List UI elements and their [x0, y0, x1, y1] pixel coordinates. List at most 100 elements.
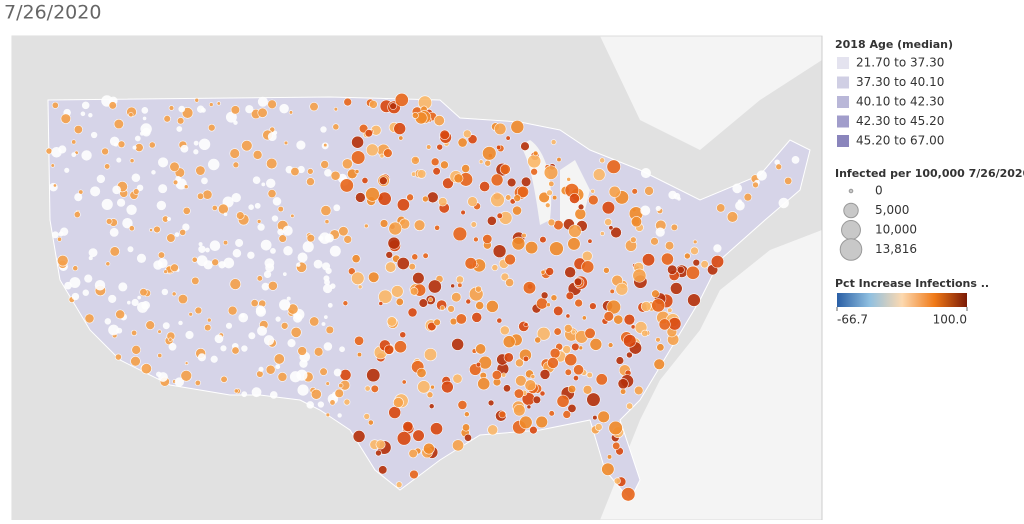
map-marker — [475, 301, 485, 311]
map-marker — [396, 198, 410, 212]
map-marker — [586, 392, 601, 407]
map-marker — [64, 281, 72, 290]
map-marker — [556, 157, 562, 163]
map-marker — [500, 272, 510, 282]
map-marker — [564, 353, 578, 367]
map-marker — [296, 369, 308, 381]
map-marker — [599, 231, 605, 236]
map-marker — [391, 285, 404, 298]
map-marker — [320, 205, 332, 217]
map-marker — [84, 274, 93, 283]
map-marker — [313, 259, 323, 269]
map-marker — [655, 337, 661, 343]
legend-title: Pct Increase Infections .. — [835, 277, 989, 290]
map-marker — [182, 223, 190, 231]
map-marker — [151, 170, 156, 175]
map-marker — [496, 212, 503, 219]
map-marker — [668, 190, 677, 200]
map-marker — [116, 198, 126, 207]
map-marker — [339, 369, 352, 381]
map-marker — [475, 343, 487, 355]
size-legend-mark — [841, 220, 861, 240]
map-marker — [623, 313, 636, 326]
map-marker — [201, 177, 208, 185]
map-marker — [486, 215, 497, 226]
map-marker — [51, 101, 59, 109]
map-marker — [354, 335, 365, 346]
map-marker — [395, 297, 404, 306]
map-marker — [378, 301, 384, 306]
map-marker — [168, 337, 173, 342]
map-marker — [128, 225, 135, 232]
map-marker — [252, 176, 261, 184]
map-marker — [127, 246, 134, 253]
map-marker — [211, 258, 219, 267]
map-marker — [185, 330, 194, 340]
map-marker — [260, 239, 272, 251]
map-marker — [613, 477, 621, 485]
map-marker — [457, 282, 463, 288]
map-marker — [268, 280, 278, 291]
map-marker — [409, 287, 419, 296]
map-marker — [341, 158, 353, 170]
map-marker — [145, 320, 155, 330]
map-marker — [131, 329, 138, 336]
map-marker — [245, 105, 254, 114]
map-marker — [302, 241, 314, 253]
map-marker — [609, 288, 615, 294]
map-marker — [423, 442, 435, 455]
legend-label: 10,000 — [875, 223, 917, 237]
map-marker — [452, 226, 468, 242]
map-marker — [71, 292, 80, 301]
map-marker — [113, 118, 124, 130]
map-marker — [269, 391, 278, 399]
map-marker — [457, 400, 468, 410]
map-marker — [364, 223, 369, 229]
map-marker — [440, 160, 449, 170]
map-marker — [791, 156, 800, 164]
map-marker — [690, 246, 699, 256]
map-marker — [292, 313, 303, 323]
map-marker — [320, 160, 330, 169]
map-marker — [455, 275, 464, 284]
map-marker — [84, 313, 95, 324]
map-marker — [157, 353, 163, 358]
legend-label: 45.20 to 67.00 — [856, 134, 944, 148]
map-marker — [222, 240, 229, 246]
map-marker — [496, 144, 502, 150]
map-marker — [562, 410, 572, 419]
map-marker — [241, 140, 253, 152]
map-marker — [367, 419, 374, 426]
map-marker — [364, 385, 371, 392]
map-marker — [499, 325, 510, 336]
map-marker — [287, 339, 296, 348]
map-marker — [283, 140, 289, 146]
map-marker — [407, 307, 418, 318]
map-marker — [158, 184, 168, 194]
map-marker — [594, 423, 603, 431]
map-marker — [548, 180, 555, 187]
map-marker — [461, 164, 471, 173]
map-marker — [385, 261, 397, 273]
legend-title: 2018 Age (median) — [835, 38, 953, 51]
map-marker — [428, 403, 435, 410]
map-marker — [597, 410, 610, 424]
map-marker — [324, 219, 330, 225]
size-legend-mark — [843, 202, 859, 219]
map-marker — [368, 271, 380, 283]
map-marker — [615, 282, 629, 296]
map-marker — [453, 173, 464, 184]
map-marker — [288, 110, 294, 115]
map-marker — [569, 193, 580, 204]
map-marker — [692, 239, 698, 245]
size-legend-mark — [839, 238, 863, 261]
map-marker — [163, 269, 168, 274]
map-marker — [486, 300, 499, 313]
map-marker — [471, 312, 483, 323]
map-marker — [524, 379, 537, 392]
map-marker — [547, 357, 559, 369]
map-marker — [460, 209, 466, 216]
map-marker — [478, 159, 484, 165]
map-marker — [188, 312, 193, 317]
map-marker — [109, 227, 119, 237]
